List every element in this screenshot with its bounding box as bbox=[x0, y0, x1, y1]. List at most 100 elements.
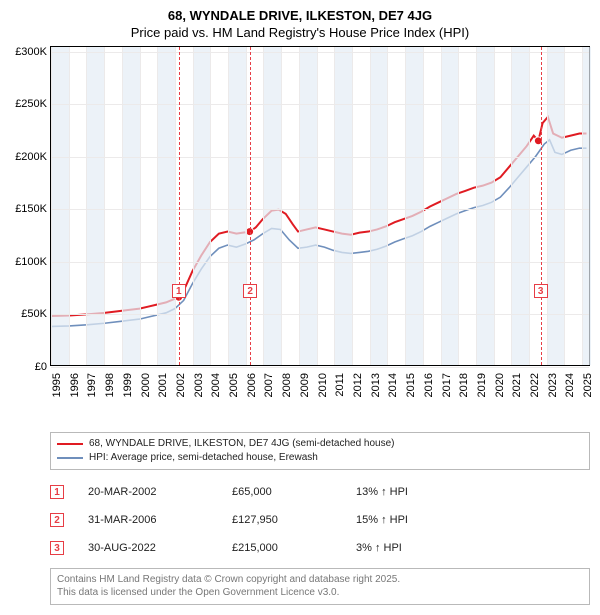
year-band bbox=[299, 47, 317, 365]
gridline-v bbox=[228, 47, 229, 365]
sale-price-3: £215,000 bbox=[232, 542, 332, 554]
xtick-label: 2021 bbox=[511, 373, 523, 405]
year-band bbox=[122, 47, 140, 365]
event-badge: 1 bbox=[172, 284, 186, 298]
xtick-label: 2014 bbox=[387, 373, 399, 405]
sale-hpi-3: 3% ↑ HPI bbox=[356, 542, 476, 554]
gridline-v bbox=[423, 47, 424, 365]
gridline-h bbox=[51, 262, 589, 263]
gridline-v bbox=[334, 47, 335, 365]
footer-line-1: Contains HM Land Registry data © Crown c… bbox=[57, 573, 583, 587]
title-block: 68, WYNDALE DRIVE, ILKESTON, DE7 4JG Pri… bbox=[10, 8, 590, 42]
gridline-v bbox=[458, 47, 459, 365]
gridline-v bbox=[582, 47, 583, 365]
legend-swatch-2 bbox=[57, 457, 83, 459]
xtick-label: 2017 bbox=[441, 373, 453, 405]
legend-row-2: HPI: Average price, semi-detached house,… bbox=[57, 451, 583, 465]
year-band bbox=[370, 47, 388, 365]
sale-hpi-2: 15% ↑ HPI bbox=[356, 514, 476, 526]
sale-date-2: 31-MAR-2006 bbox=[88, 514, 208, 526]
sales-row-3: 3 30-AUG-2022 £215,000 3% ↑ HPI bbox=[50, 534, 590, 562]
ytick-label: £200K bbox=[9, 151, 47, 163]
ytick-label: £100K bbox=[9, 256, 47, 268]
xtick-label: 2015 bbox=[405, 373, 417, 405]
plot-box: £0£50K£100K£150K£200K£250K£300K199519961… bbox=[50, 46, 590, 366]
sale-date-1: 20-MAR-2002 bbox=[88, 486, 208, 498]
chart-container: 68, WYNDALE DRIVE, ILKESTON, DE7 4JG Pri… bbox=[0, 0, 600, 615]
gridline-v bbox=[51, 47, 52, 365]
gridline-v bbox=[193, 47, 194, 365]
legend-row-1: 68, WYNDALE DRIVE, ILKESTON, DE7 4JG (se… bbox=[57, 437, 583, 451]
xtick-label: 1997 bbox=[86, 373, 98, 405]
sale-date-3: 30-AUG-2022 bbox=[88, 542, 208, 554]
xtick-label: 2019 bbox=[476, 373, 488, 405]
xtick-label: 2022 bbox=[529, 373, 541, 405]
year-band bbox=[476, 47, 494, 365]
event-line bbox=[250, 47, 251, 365]
event-line bbox=[541, 47, 542, 365]
gridline-v bbox=[511, 47, 512, 365]
sale-badge-3: 3 bbox=[50, 541, 64, 555]
xtick-label: 1995 bbox=[51, 373, 63, 405]
xtick-label: 2002 bbox=[175, 373, 187, 405]
xtick-label: 2023 bbox=[547, 373, 559, 405]
gridline-h bbox=[51, 367, 589, 368]
ytick-label: £250K bbox=[9, 98, 47, 110]
year-band bbox=[547, 47, 565, 365]
xtick-label: 2012 bbox=[352, 373, 364, 405]
xtick-label: 2004 bbox=[210, 373, 222, 405]
gridline-v bbox=[246, 47, 247, 365]
gridline-v bbox=[529, 47, 530, 365]
gridline-v bbox=[175, 47, 176, 365]
xtick-label: 2018 bbox=[458, 373, 470, 405]
xtick-label: 2024 bbox=[564, 373, 576, 405]
xtick-label: 2010 bbox=[317, 373, 329, 405]
year-band bbox=[263, 47, 281, 365]
gridline-h bbox=[51, 157, 589, 158]
gridline-v bbox=[122, 47, 123, 365]
title-subtitle: Price paid vs. HM Land Registry's House … bbox=[10, 25, 590, 42]
legend-box: 68, WYNDALE DRIVE, ILKESTON, DE7 4JG (se… bbox=[50, 432, 590, 470]
xtick-label: 2008 bbox=[281, 373, 293, 405]
gridline-v bbox=[157, 47, 158, 365]
xtick-label: 2006 bbox=[246, 373, 258, 405]
sale-hpi-1: 13% ↑ HPI bbox=[356, 486, 476, 498]
ytick-label: £150K bbox=[9, 203, 47, 215]
xtick-label: 1996 bbox=[69, 373, 81, 405]
footer-box: Contains HM Land Registry data © Crown c… bbox=[50, 568, 590, 605]
xtick-label: 2003 bbox=[193, 373, 205, 405]
gridline-v bbox=[86, 47, 87, 365]
legend-swatch-1 bbox=[57, 443, 83, 445]
gridline-h bbox=[51, 52, 589, 53]
gridline-v bbox=[441, 47, 442, 365]
gridline-v bbox=[317, 47, 318, 365]
year-band bbox=[511, 47, 529, 365]
gridline-v bbox=[69, 47, 70, 365]
legend-text-2: HPI: Average price, semi-detached house,… bbox=[89, 452, 318, 463]
year-band bbox=[405, 47, 423, 365]
year-band bbox=[582, 47, 591, 365]
xtick-label: 1999 bbox=[122, 373, 134, 405]
xtick-label: 2001 bbox=[157, 373, 169, 405]
gridline-v bbox=[104, 47, 105, 365]
gridline-v bbox=[476, 47, 477, 365]
sale-badge-1: 1 bbox=[50, 485, 64, 499]
gridline-v bbox=[263, 47, 264, 365]
gridline-v bbox=[494, 47, 495, 365]
xtick-label: 2025 bbox=[582, 373, 594, 405]
gridline-v bbox=[210, 47, 211, 365]
ytick-label: £0 bbox=[9, 361, 47, 373]
title-address: 68, WYNDALE DRIVE, ILKESTON, DE7 4JG bbox=[10, 8, 590, 25]
xtick-label: 2009 bbox=[299, 373, 311, 405]
year-band bbox=[441, 47, 459, 365]
gridline-h bbox=[51, 314, 589, 315]
ytick-label: £300K bbox=[9, 46, 47, 58]
footer-line-2: This data is licensed under the Open Gov… bbox=[57, 586, 583, 600]
sales-row-2: 2 31-MAR-2006 £127,950 15% ↑ HPI bbox=[50, 506, 590, 534]
event-line bbox=[179, 47, 180, 365]
ytick-label: £50K bbox=[9, 308, 47, 320]
event-badge: 2 bbox=[243, 284, 257, 298]
sale-price-2: £127,950 bbox=[232, 514, 332, 526]
gridline-h bbox=[51, 209, 589, 210]
xtick-label: 2020 bbox=[494, 373, 506, 405]
